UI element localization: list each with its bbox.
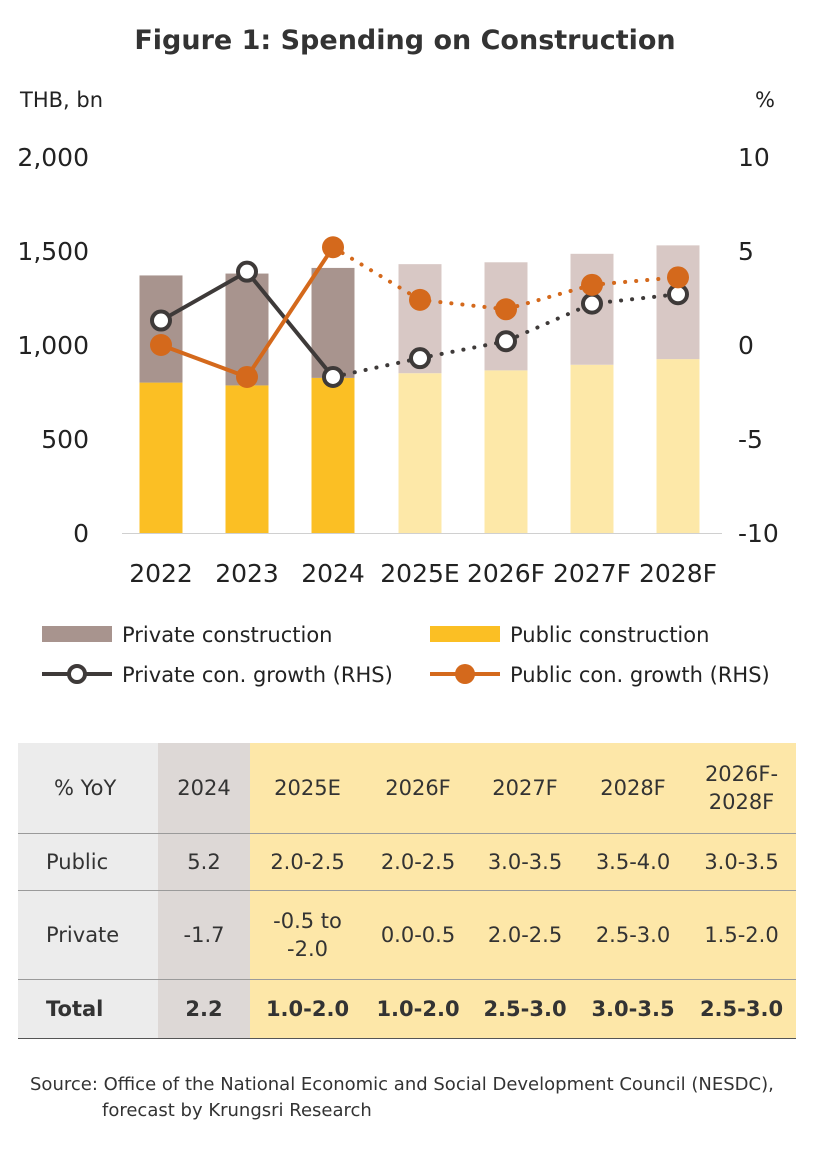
left-axis-unit: THB, bn [19, 88, 103, 112]
right-axis-ticks: -10 -5 0 5 10 [738, 143, 779, 548]
table-header-row: % YoY 2024 2025E 2026F 2027F 2028F 2026F… [18, 743, 796, 834]
left-tick-label: 1,000 [17, 331, 89, 360]
table-header-cell: 2025E [250, 743, 365, 834]
right-axis-unit: % [755, 88, 775, 112]
right-tick-label: 10 [738, 143, 770, 172]
public-growth-line-point [236, 365, 258, 388]
table-cell-line2: -2.0 [287, 937, 328, 961]
legend-swatch [430, 626, 500, 642]
bar-public-construction [484, 370, 528, 533]
table-cell: 2.0-2.5 [471, 890, 579, 980]
right-tick-label: -5 [738, 425, 763, 454]
table-cell: 2.2 [158, 979, 250, 1039]
table-cell: 1.0-2.0 [250, 979, 365, 1039]
table-header-label: % YoY [18, 743, 158, 834]
source-line2: forecast by Krungsri Research [102, 1100, 372, 1121]
private-growth-line-point [236, 260, 258, 283]
table-row-private: Private -1.7 -0.5 to -2.0 0.0-0.5 2.0-2.5… [18, 890, 796, 980]
legend-label: Private construction [122, 623, 332, 647]
line-series [150, 236, 689, 388]
table-row-label: Total [18, 979, 158, 1039]
private-growth-line-point [409, 347, 431, 370]
table-cell: 2.5-3.0 [471, 979, 579, 1039]
right-tick-label: 5 [738, 237, 754, 266]
source-note: Source: Office of the National Economic … [30, 1072, 774, 1124]
table-cell: -0.5 to -2.0 [250, 890, 365, 980]
legend-label: Private con. growth (RHS) [122, 663, 393, 687]
table-header-cell-line2: 2028F [708, 790, 775, 814]
private-growth-line-point [495, 330, 517, 353]
left-tick-label: 500 [41, 425, 89, 454]
legend-marker [455, 664, 475, 684]
table-header-cell: 2026F [365, 743, 471, 834]
table-cell: 3.5-4.0 [579, 833, 687, 891]
public-growth-line-point [581, 273, 603, 296]
table-cell: 0.0-0.5 [365, 890, 471, 980]
table-cell: 5.2 [158, 833, 250, 891]
table-header-cell: 2024 [158, 743, 250, 834]
x-tick-label: 2023 [215, 559, 279, 588]
x-axis-ticks: 2022 2023 2024 2025E 2026F 2027F 2028F [129, 559, 717, 588]
left-tick-label: 2,000 [17, 143, 89, 172]
bar-public-construction [570, 364, 614, 533]
private-growth-line-point [322, 365, 344, 388]
private-growth-line-point [581, 292, 603, 315]
table-header-cell: 2027F [471, 743, 579, 834]
legend-marker [67, 664, 87, 684]
legend-label: Public con. growth (RHS) [510, 663, 770, 687]
public-growth-line-point [409, 288, 431, 311]
table-row-total: Total 2.2 1.0-2.0 1.0-2.0 2.5-3.0 3.0-3.… [18, 979, 796, 1039]
bar-public-construction [656, 359, 700, 533]
public-growth-line-point [495, 298, 517, 321]
public-growth-line-point [150, 334, 172, 356]
table-header-cell-line1: 2026F- [704, 762, 779, 786]
table-cell-line1: -0.5 to [273, 909, 342, 933]
bar-series [139, 245, 700, 533]
legend-swatch [42, 626, 112, 642]
x-tick-label: 2027F [553, 559, 631, 588]
left-tick-label: 1,500 [17, 237, 89, 266]
table-cell: 1.5-2.0 [687, 890, 796, 980]
x-tick-label: 2022 [129, 559, 193, 588]
table-cell: 2.0-2.5 [365, 833, 471, 891]
table-header-cell: 2028F [579, 743, 687, 834]
table-row-label: Public [18, 833, 158, 891]
private-growth-line-point [150, 309, 172, 332]
bar-public-construction [225, 385, 269, 533]
legend-label: Public construction [510, 623, 709, 647]
bar-public-construction [398, 373, 442, 533]
bar-public-construction [139, 382, 183, 533]
table-cell: 3.0-3.5 [687, 833, 796, 891]
chart-title: Figure 1: Spending on Construction [134, 25, 676, 56]
right-tick-label: 0 [738, 331, 754, 360]
x-tick-label: 2025E [380, 559, 459, 588]
table-cell: 2.5-3.0 [687, 979, 796, 1039]
source-line1: Source: Office of the National Economic … [30, 1074, 774, 1095]
table-row-label: Private [18, 890, 158, 980]
growth-table: % YoY 2024 2025E 2026F 2027F 2028F 2026F… [18, 743, 796, 1039]
table-cell: 1.0-2.0 [365, 979, 471, 1039]
bar-public-construction [311, 377, 355, 533]
table-cell: 2.0-2.5 [250, 833, 365, 891]
x-tick-label: 2028F [639, 559, 717, 588]
table-row-public: Public 5.2 2.0-2.5 2.0-2.5 3.0-3.5 3.5-4… [18, 833, 796, 891]
x-tick-label: 2026F [467, 559, 545, 588]
table-header-cell: 2026F- 2028F [687, 743, 796, 834]
table-cell: 3.0-3.5 [471, 833, 579, 891]
chart-legend: Private construction Public construction P… [42, 623, 770, 687]
left-tick-label: 0 [73, 519, 89, 548]
table-cell: 2.5-3.0 [579, 890, 687, 980]
table-cell: 3.0-3.5 [579, 979, 687, 1039]
right-tick-label: -10 [738, 519, 779, 548]
public-growth-line-point [667, 266, 689, 289]
table-cell: -1.7 [158, 890, 250, 980]
x-tick-label: 2024 [301, 559, 365, 588]
left-axis-ticks: 0 500 1,000 1,500 2,000 [17, 143, 89, 548]
public-growth-line-point [322, 236, 344, 259]
